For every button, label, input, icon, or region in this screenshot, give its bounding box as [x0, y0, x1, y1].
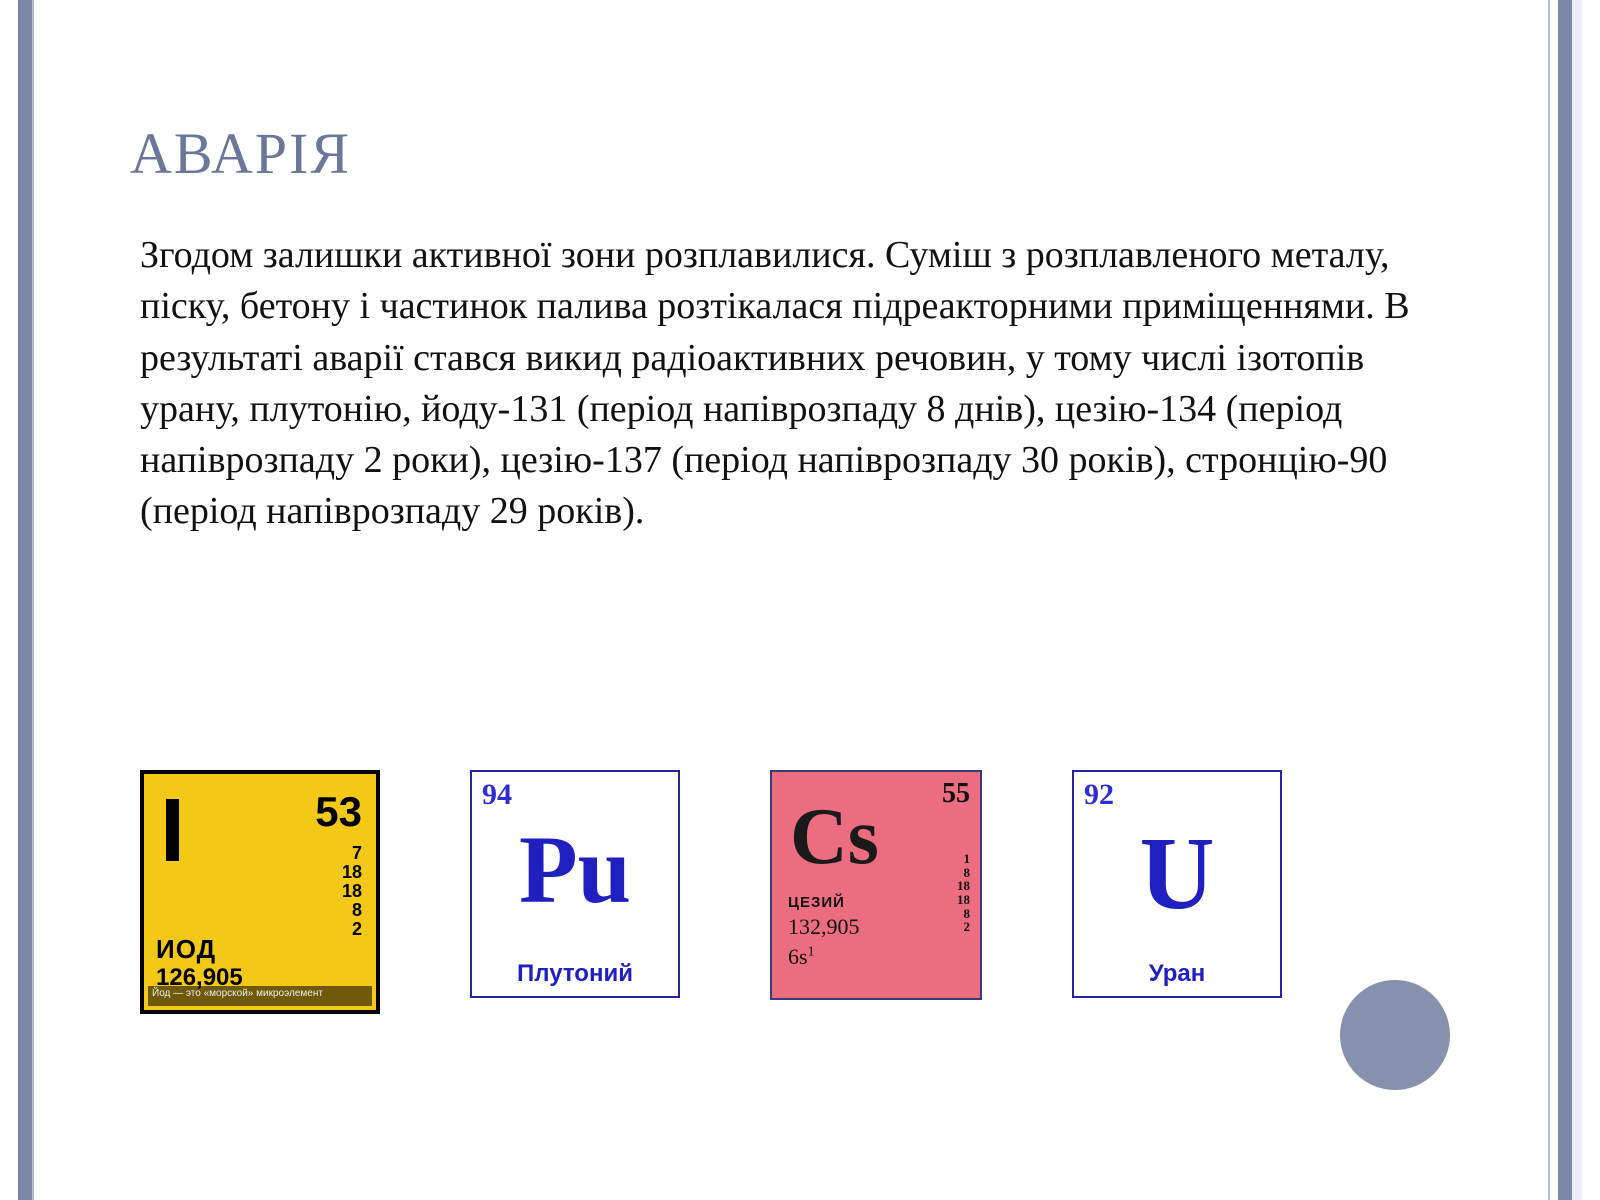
plutonium-number: 94 [482, 778, 512, 812]
iodine-shell-0: 7 [342, 844, 362, 863]
plutonium-symbol: Pu [472, 814, 678, 925]
uranium-name: Уран [1074, 960, 1280, 988]
caesium-shell-2: 18 [957, 879, 970, 893]
iodine-symbol: I [160, 780, 185, 883]
iodine-number: 53 [315, 788, 362, 836]
iodine-shell-3: 8 [342, 901, 362, 920]
iodine-name: ИОД [156, 934, 216, 965]
caesium-name: ЦЕЗИЙ [788, 894, 845, 911]
caesium-orbital: 6s1 [788, 944, 815, 970]
iodine-shell-2: 18 [342, 882, 362, 901]
element-tile-plutonium: 94 Pu Плутоний [470, 770, 680, 998]
caesium-orbital-sup: 1 [808, 945, 815, 960]
caesium-number: 55 [942, 778, 970, 810]
uranium-symbol: U [1074, 814, 1280, 933]
decor-circle [1340, 980, 1450, 1090]
iodine-shell-1: 18 [342, 863, 362, 882]
left-rail-inner [32, 0, 42, 1200]
caesium-symbol: Cs [790, 792, 879, 883]
element-tile-caesium: 55 Cs ЦЕЗИЙ 132,905 6s1 1 8 18 18 8 2 [770, 770, 982, 1000]
element-tile-uranium: 92 U Уран [1072, 770, 1282, 998]
slide-title: АВАРІЯ [130, 120, 351, 187]
body-text: Згодом залишки активної зони розплавилис… [140, 230, 1440, 538]
caesium-shell-5: 2 [957, 920, 970, 934]
iodine-shells: 7 18 18 8 2 [342, 844, 362, 938]
element-tiles: I 53 7 18 18 8 2 ИОД 126,905 Йод — это «… [140, 770, 1282, 1014]
plutonium-name: Плутоний [472, 960, 678, 988]
caesium-shells: 1 8 18 18 8 2 [957, 852, 970, 934]
iodine-shell-4: 2 [342, 920, 362, 939]
caesium-mass: 132,905 [788, 914, 860, 940]
caesium-shell-1: 8 [957, 866, 970, 880]
caesium-shell-3: 18 [957, 893, 970, 907]
caesium-shell-0: 1 [957, 852, 970, 866]
uranium-number: 92 [1084, 778, 1114, 812]
iodine-footnote: Йод — это «морской» микроэлемент [148, 986, 372, 1006]
caesium-shell-4: 8 [957, 907, 970, 921]
right-rail-3 [1558, 0, 1572, 1200]
slide: АВАРІЯ Згодом залишки активної зони розп… [60, 0, 1530, 1200]
right-rail-1 [1580, 0, 1600, 1200]
element-tile-iodine: I 53 7 18 18 8 2 ИОД 126,905 Йод — это «… [140, 770, 380, 1014]
left-rail [18, 0, 32, 1200]
caesium-orbital-base: 6s [788, 944, 808, 969]
right-rail-4 [1548, 0, 1558, 1200]
